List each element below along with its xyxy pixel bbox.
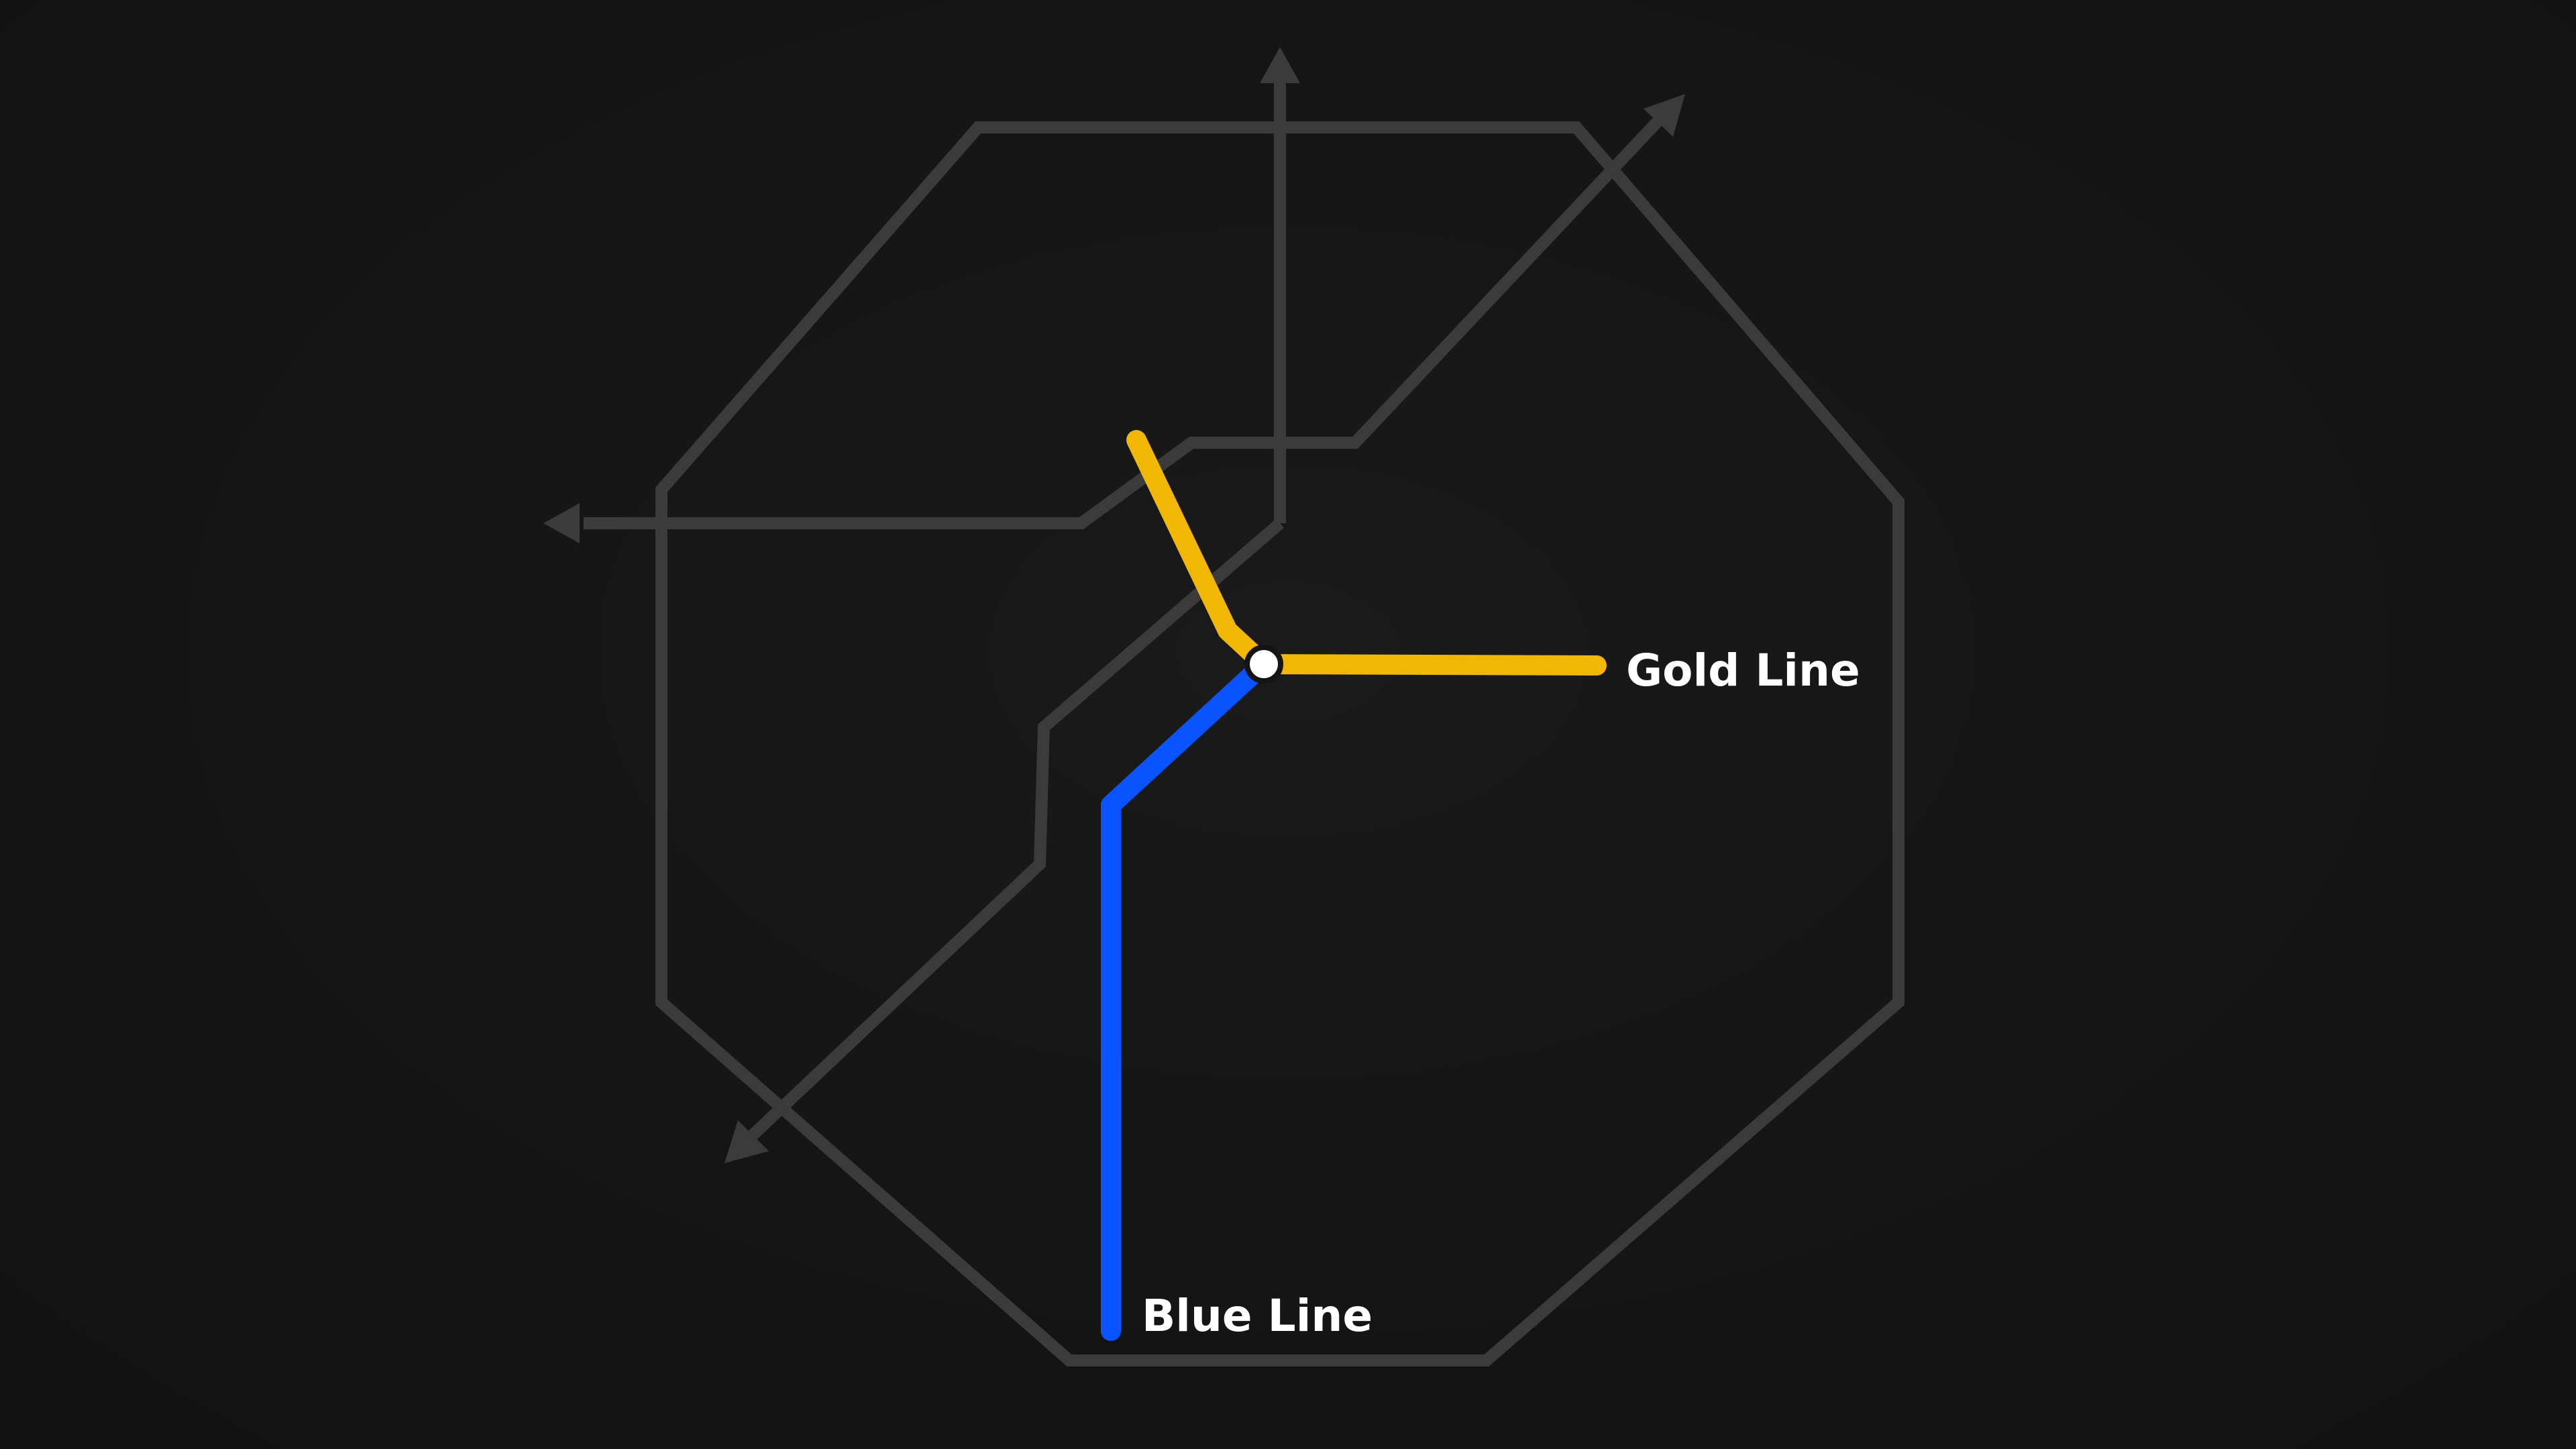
west-arrow-icon (543, 503, 580, 543)
west-northeast-route (584, 116, 1663, 529)
gold-line-label: Gold Line (1626, 645, 1860, 696)
ring-route (655, 121, 1904, 1366)
southwest-arrow-icon (724, 1120, 769, 1163)
gold-line-path (1126, 430, 1607, 676)
transfer-station[interactable] (1244, 645, 1283, 684)
blue-line-path (1101, 654, 1274, 1341)
north-arrow-icon (1260, 47, 1300, 83)
northeast-arrow-icon (1644, 94, 1685, 137)
blue-line-label: Blue Line (1142, 1290, 1373, 1342)
southwest-route (747, 519, 1284, 1141)
